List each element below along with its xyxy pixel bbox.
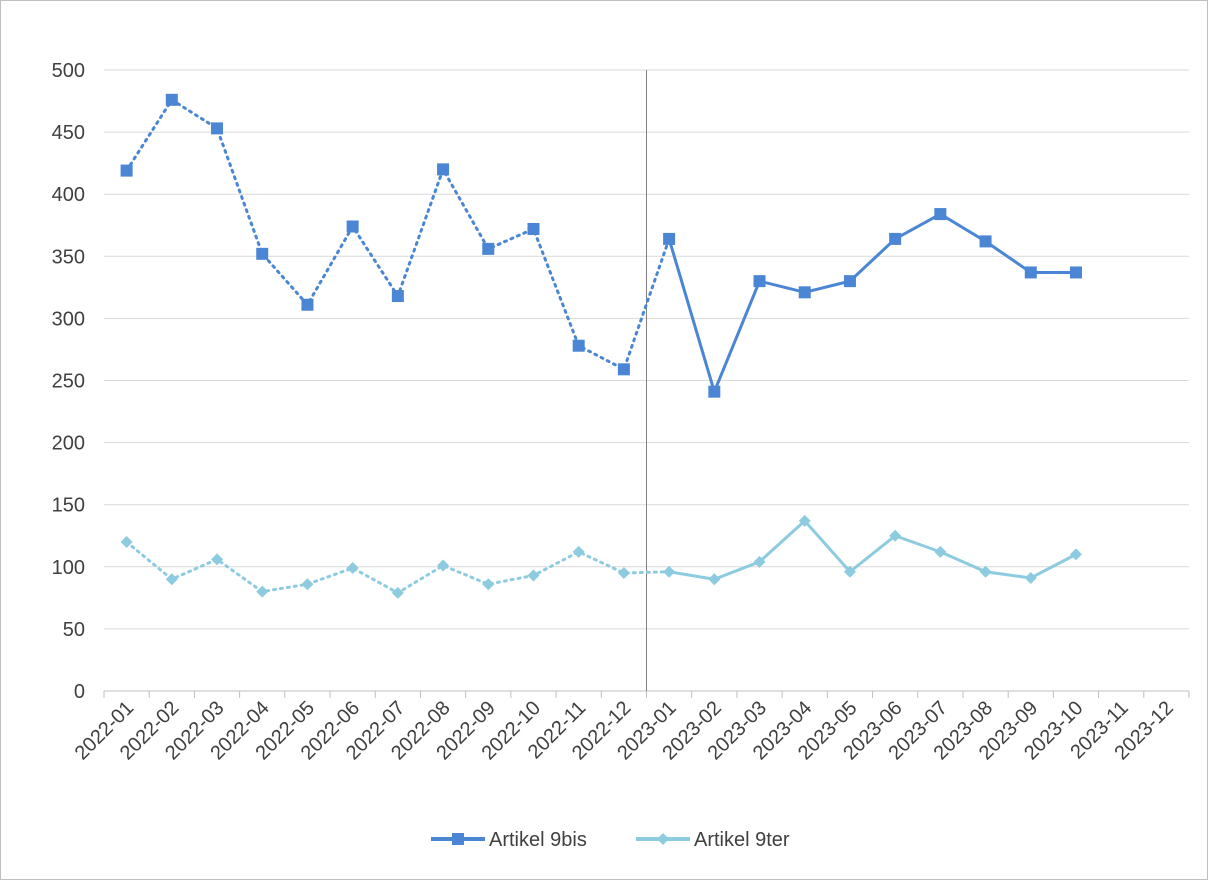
data-point (437, 163, 450, 176)
y-tick-label: 100 (52, 557, 85, 579)
data-point (617, 363, 630, 376)
data-point (301, 578, 314, 591)
y-tick-label: 150 (52, 495, 85, 517)
data-point (663, 232, 676, 245)
data-point (843, 565, 856, 578)
legend-item: Artikel 9ter (636, 829, 790, 851)
data-point (165, 573, 178, 586)
y-tick-label: 0 (74, 681, 85, 703)
data-point (889, 529, 902, 542)
data-point (437, 559, 450, 572)
data-point (934, 545, 947, 558)
legend-marker (657, 833, 669, 845)
data-point (979, 565, 992, 578)
data-point (663, 565, 676, 578)
series-line-dotted (125, 540, 671, 595)
data-point (572, 545, 585, 558)
legend-marker (452, 833, 464, 845)
data-point (753, 555, 766, 568)
legend: Artikel 9bis Artikel 9ter (431, 829, 790, 851)
data-point (843, 275, 856, 288)
data-point (1024, 571, 1037, 584)
data-point (346, 220, 359, 233)
data-point (572, 339, 585, 352)
legend-label: Artikel 9bis (489, 829, 587, 851)
data-point (482, 242, 495, 255)
series-group (120, 93, 1082, 599)
y-tick-label: 400 (52, 184, 85, 206)
data-point (211, 553, 224, 566)
y-tick-label: 450 (52, 122, 85, 144)
data-point (1024, 266, 1037, 279)
legend-item: Artikel 9bis (431, 829, 587, 851)
y-axis-tick-labels: 0 50 100 150 200 250 300 350 400 450 500 (52, 60, 85, 703)
data-point (527, 569, 540, 582)
data-point (211, 122, 224, 135)
data-point (301, 298, 314, 311)
data-point (1069, 548, 1082, 561)
data-point (798, 286, 811, 299)
data-point (120, 164, 133, 177)
data-point (120, 535, 133, 548)
data-point (889, 232, 902, 245)
data-point (979, 235, 992, 248)
data-point (617, 567, 630, 580)
data-point (482, 578, 495, 591)
data-point (798, 514, 811, 527)
y-tick-label: 50 (63, 619, 85, 641)
data-point (391, 290, 404, 303)
data-point (1069, 266, 1082, 279)
legend-label: Artikel 9ter (694, 829, 790, 851)
y-tick-label: 500 (52, 60, 85, 82)
data-point (527, 222, 540, 235)
data-point (165, 93, 178, 106)
data-point (708, 573, 721, 586)
y-tick-label: 200 (52, 433, 85, 455)
series-secondary (120, 514, 1082, 599)
data-point (256, 585, 269, 598)
y-tick-label: 350 (52, 246, 85, 268)
series-primary (120, 93, 1082, 398)
data-point (934, 208, 947, 221)
y-tick-label: 250 (52, 371, 85, 393)
y-tick-label: 300 (52, 308, 85, 330)
data-point (753, 275, 766, 288)
series-line-dotted (125, 98, 671, 371)
x-axis-tick-labels: 2022-012022-022022-032022-042022-052022-… (71, 697, 1178, 764)
data-point (256, 247, 269, 260)
series-line-solid (667, 212, 1076, 394)
series-line-solid (668, 519, 1077, 581)
data-point (391, 586, 404, 599)
data-point (346, 562, 359, 575)
data-point (708, 385, 721, 398)
